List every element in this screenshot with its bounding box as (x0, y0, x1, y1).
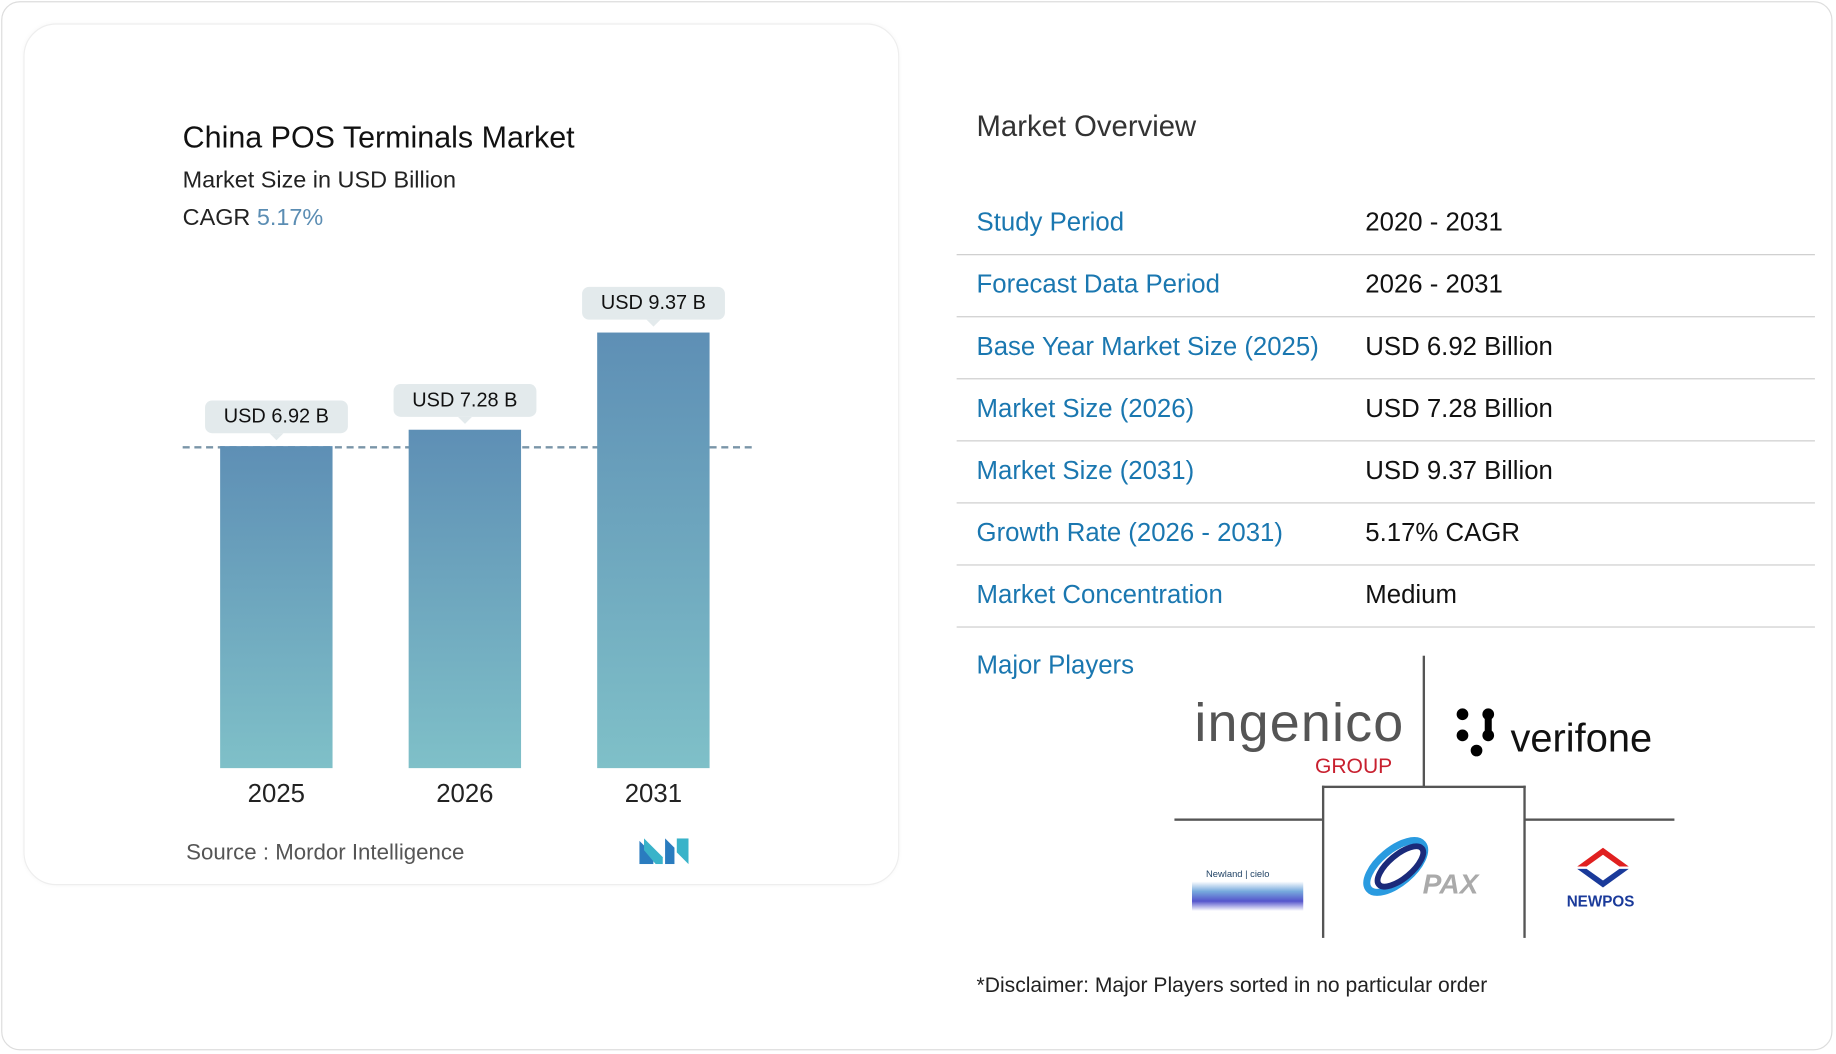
disclaimer: *Disclaimer: Major Players sorted in no … (976, 973, 1488, 997)
ingenico-logo: ingenico (1194, 692, 1405, 753)
row-label: Market Size (2026) (976, 393, 1195, 423)
ingenico-group-text: GROUP (1314, 754, 1393, 778)
verifone-logo: verifone (1510, 716, 1653, 762)
overview-row: Study Period 2020 - 2031 (956, 193, 1815, 256)
major-players-label: Major Players (976, 649, 1135, 680)
overview-row: Base Year Market Size (2025) USD 6.92 Bil… (956, 317, 1815, 380)
chart-subtitle: Market Size in USD Billion (182, 167, 456, 194)
data-label: USD 9.37 B (582, 286, 725, 327)
row-label: Growth Rate (2026 - 2031) (976, 517, 1283, 547)
overview-row: Market Concentration Medium (956, 566, 1815, 628)
row-label: Market Concentration (976, 579, 1223, 609)
data-label: USD 6.92 B (205, 400, 348, 441)
verifone-dots-icon (1456, 708, 1495, 757)
newpos-logo: NEWPOS (1566, 892, 1635, 910)
pax-logo: PAX (1422, 868, 1479, 901)
x-tick-label: 2026 (436, 778, 494, 808)
row-value: Medium (1365, 579, 1457, 609)
bar-2025 (220, 446, 333, 769)
newpos-emblem-icon (1577, 847, 1629, 888)
cagr: CAGR 5.17% (183, 205, 324, 232)
chart-title: China POS Terminals Market (182, 119, 575, 155)
row-label: Base Year Market Size (2025) (976, 331, 1319, 361)
row-label: Market Size (2031) (976, 455, 1195, 485)
cagr-value: 5.17% (256, 204, 324, 231)
row-value: USD 9.37 Billion (1365, 455, 1553, 485)
row-value: USD 6.92 Billion (1365, 331, 1553, 361)
x-tick-label: 2031 (624, 778, 683, 808)
row-label: Study Period (976, 207, 1125, 237)
newland-cielo-logo: Newland | cielo (1191, 845, 1304, 911)
row-label: Forecast Data Period (976, 269, 1220, 299)
row-value: USD 7.28 Billion (1365, 393, 1553, 423)
x-tick-label: 2025 (247, 778, 305, 808)
bar-2031 (597, 332, 710, 769)
overview-row: Forecast Data Period 2026 - 2031 (956, 255, 1815, 318)
row-value: 2026 - 2031 (1365, 269, 1503, 299)
overview-row: Market Size (2031) USD 9.37 Billion (956, 441, 1815, 504)
source-text: Source : Mordor Intelligence (186, 840, 465, 866)
overview-row: Market Size (2026) USD 7.28 Billion (956, 379, 1815, 442)
row-value: 5.17% CAGR (1365, 517, 1520, 547)
pax-ring-icon (1363, 837, 1429, 896)
cagr-label: CAGR (182, 204, 251, 231)
mordor-logo (639, 838, 689, 865)
overview-title: Market Overview (976, 110, 1197, 143)
overview-row: Growth Rate (2026 - 2031) 5.17% CAGR (956, 503, 1815, 566)
bar-2026 (408, 429, 522, 769)
row-value: 2020 - 2031 (1365, 207, 1503, 237)
data-label: USD 7.28 B (393, 384, 537, 424)
